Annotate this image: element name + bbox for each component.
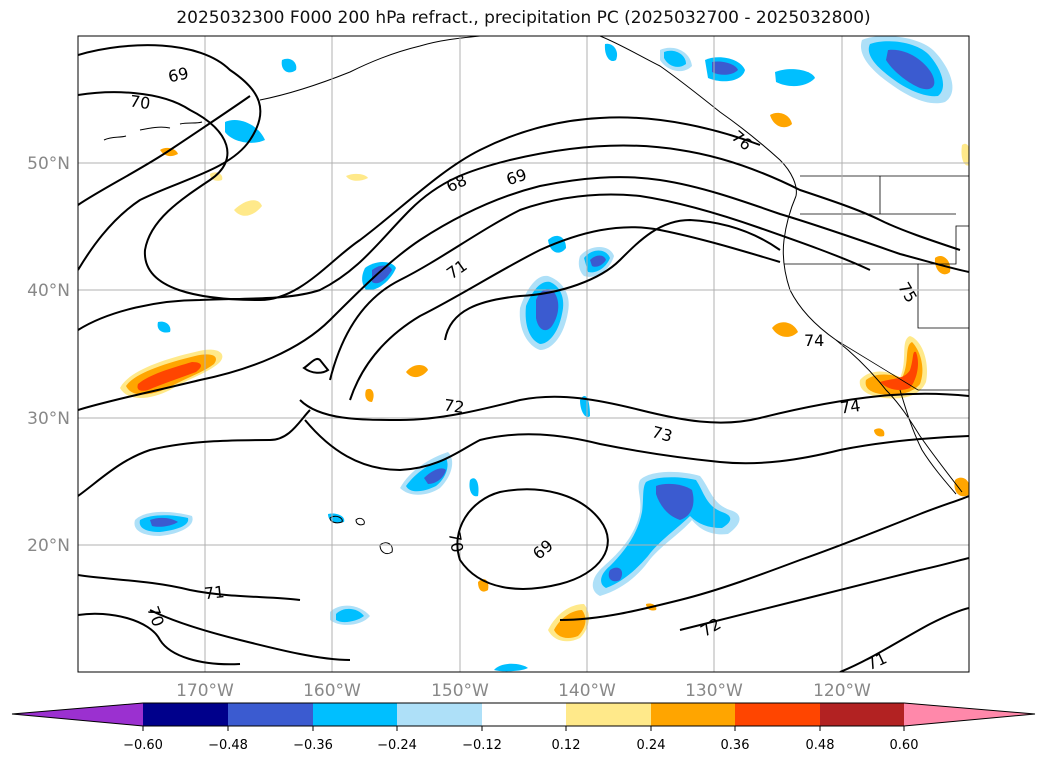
colorbar-tick-label: 0.24 [637,738,666,753]
longitude-labels: 170°W 160°W 150°W 140°W 130°W 120°W [176,681,871,701]
contour-label: 72 [443,395,466,417]
colorbar-bin [397,703,482,726]
map-title: 2025032300 F000 200 hPa refract., precip… [176,8,871,28]
colorbar-bin [820,703,904,726]
contour-label: 71 [203,582,225,603]
lon-label-120w: 120°W [813,681,871,701]
colorbar-tick-label: −0.36 [293,738,333,753]
refractivity-contours [78,44,969,672]
lat-label-20n: 20°N [27,536,70,556]
colorbar-bin [143,703,228,726]
gridlines [78,36,969,672]
colorbar-bin [566,703,651,726]
lon-label-150w: 150°W [431,681,489,701]
contour-label: 73 [650,422,675,446]
lon-label-170w: 170°W [176,681,234,701]
colorbar-tick-label: −0.60 [123,738,163,753]
colorbar-tick-label: −0.24 [377,738,417,753]
lon-label-140w: 140°W [558,681,616,701]
contour-label: 74 [804,331,824,350]
lon-label-130w: 130°W [685,681,743,701]
colorbar-bin [735,703,820,726]
colorbar-extend-negative [12,703,143,726]
lat-label-50n: 50°N [27,154,70,174]
colorbar-tick-label: 0.12 [552,738,581,753]
colorbar-bin [228,703,313,726]
lat-label-40n: 40°N [27,281,70,301]
plot-area [78,36,969,672]
contour-label: 74 [839,396,862,418]
lon-label-160w: 160°W [303,681,361,701]
colorbar-tick-label: 0.48 [806,738,835,753]
lat-label-30n: 30°N [27,409,70,429]
colorbar-tick-label: −0.12 [462,738,502,753]
contour-label: 69 [166,63,190,86]
colorbar-bin [651,703,735,726]
contour-label: 70 [129,91,152,113]
colorbar-extend-positive [904,703,1035,726]
precip-anomaly-layer [120,36,969,672]
colorbar-bin [482,703,566,726]
plot-frame [77,35,970,673]
colorbar-tick-label: 0.60 [890,738,919,753]
contour-label: 70 [445,531,467,554]
colorbar-tick-label: 0.36 [721,738,750,753]
colorbar-bin [313,703,397,726]
latitude-labels: 50°N 40°N 30°N 20°N [27,154,70,556]
colorbar: −0.60 −0.48 −0.36 −0.24 −0.12 0.12 0.24 … [11,702,1036,753]
colorbar-tick-label: −0.48 [208,738,248,753]
